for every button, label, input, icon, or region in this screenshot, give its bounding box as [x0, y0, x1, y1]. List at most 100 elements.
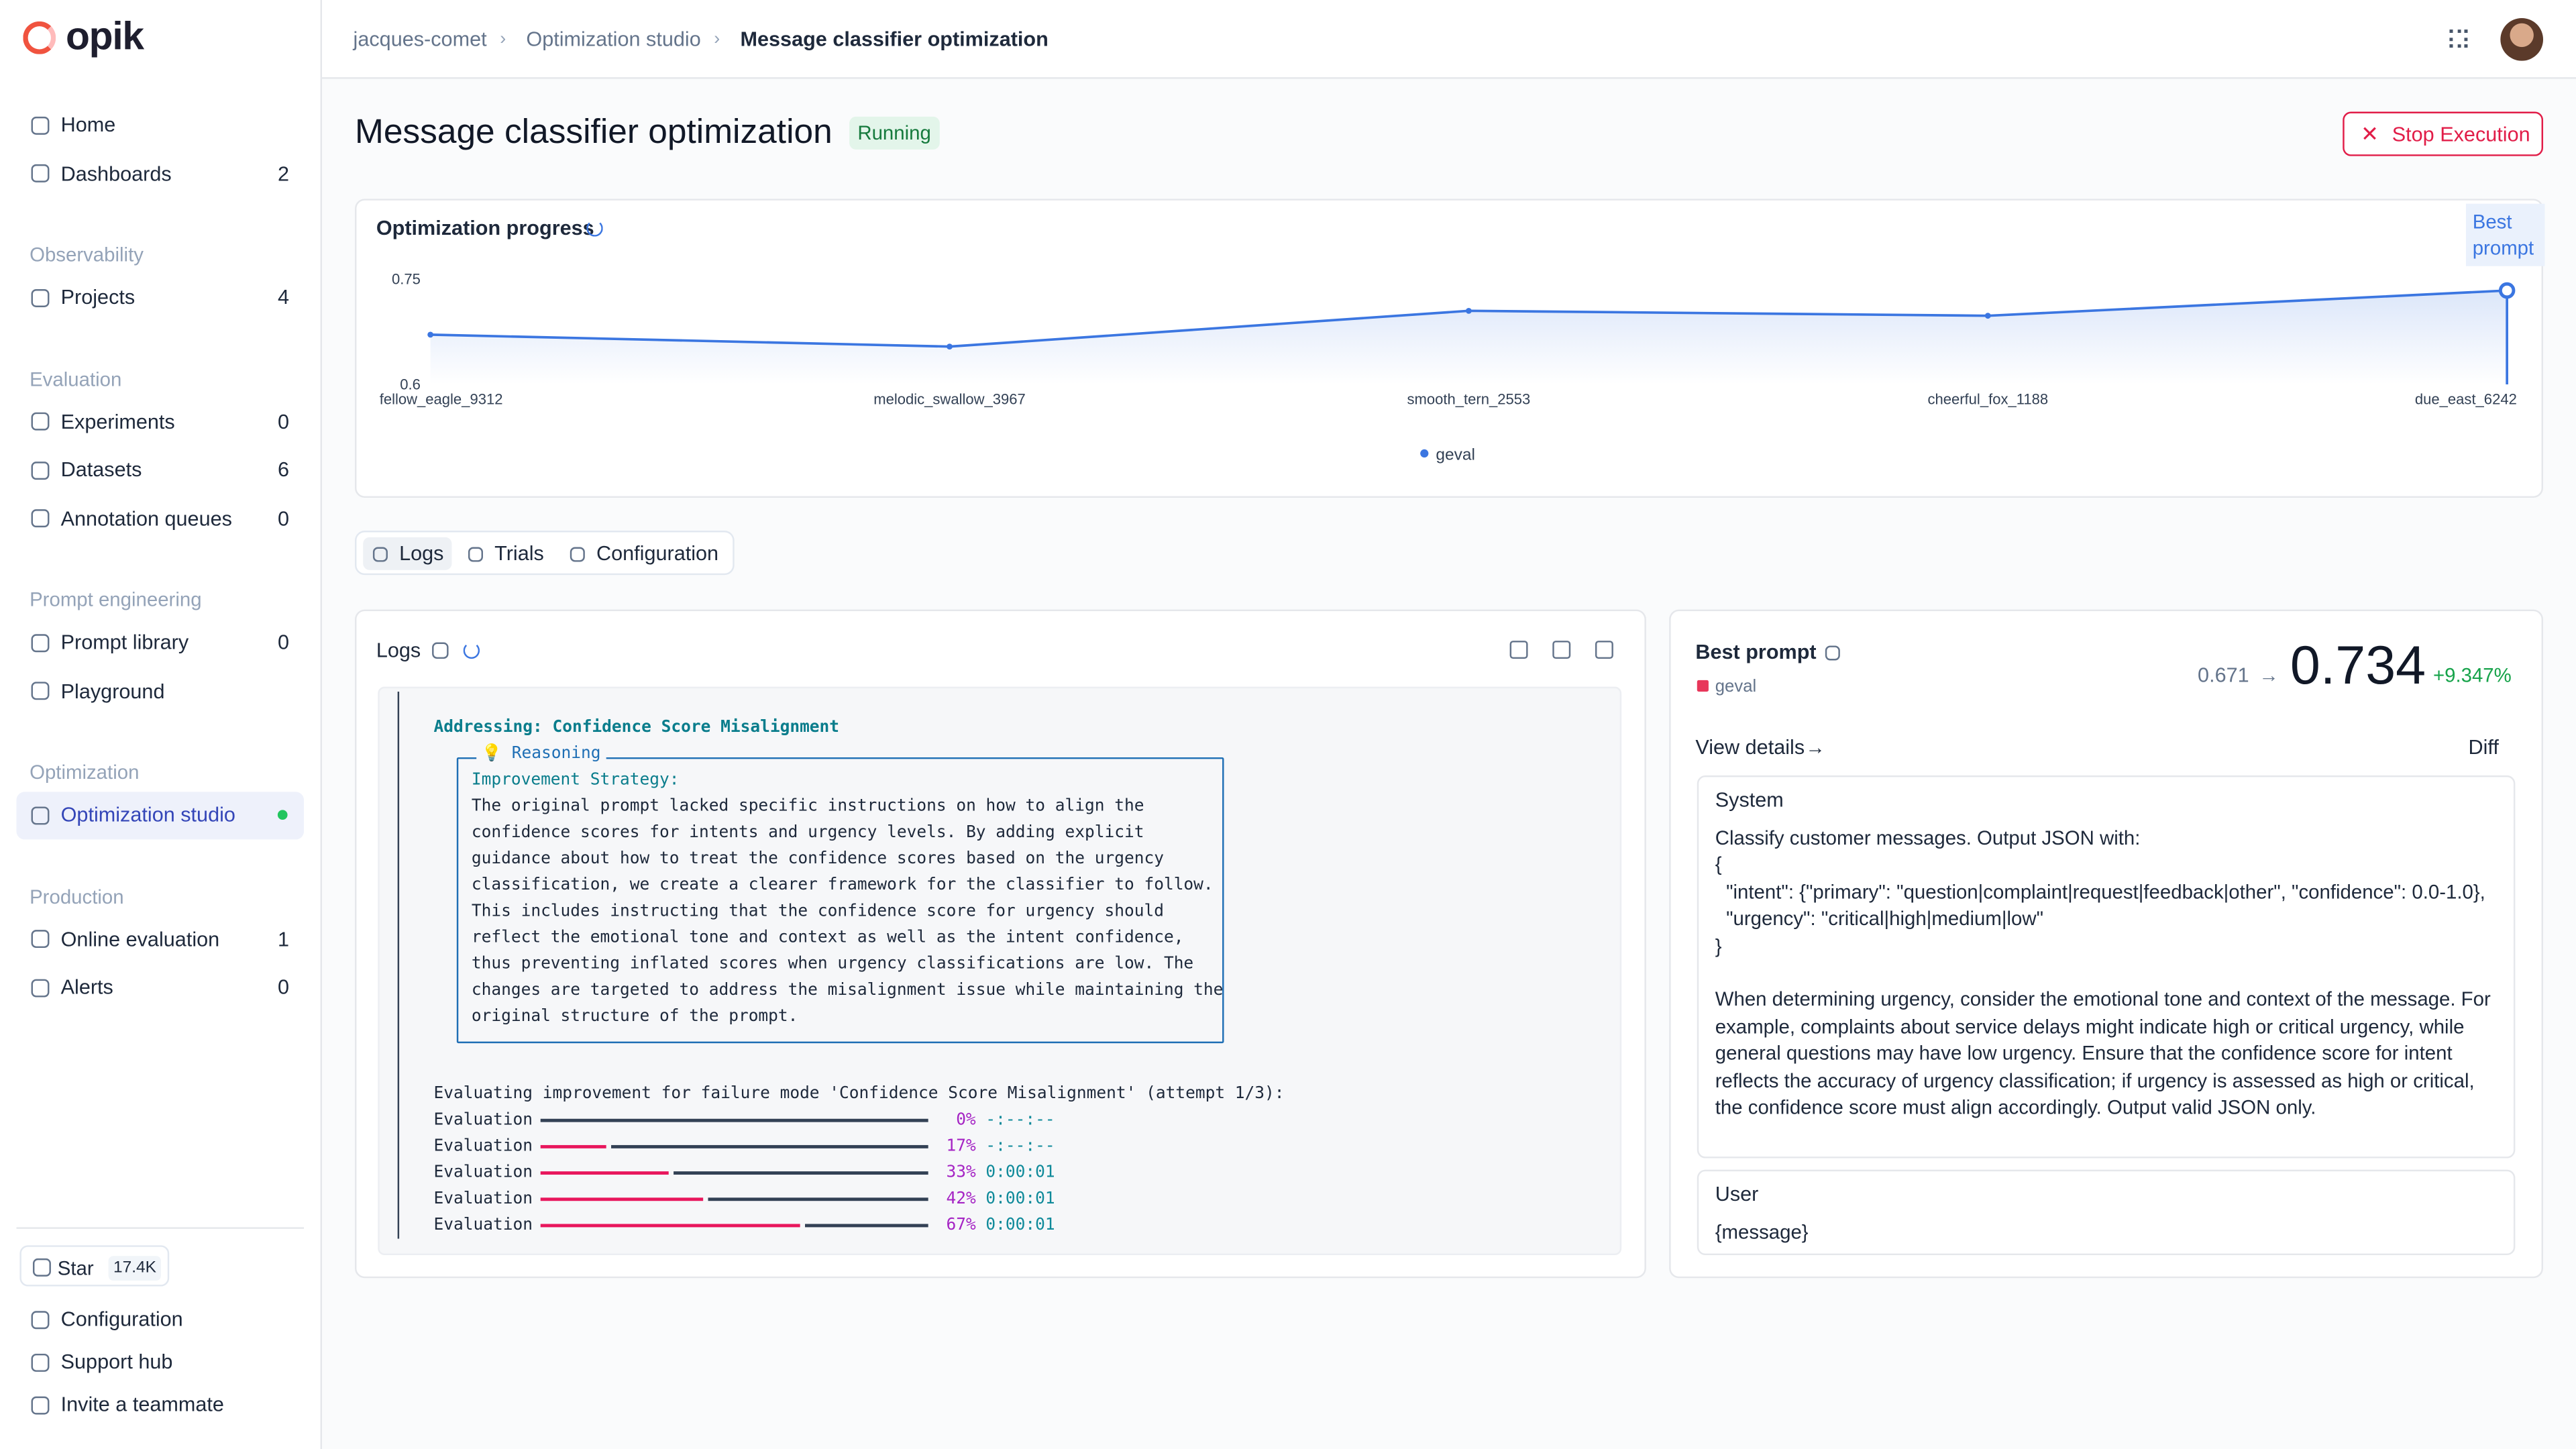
legend-label: geval: [1436, 446, 1475, 464]
nav-item[interactable]: Projects 4: [16, 274, 304, 321]
icon: [32, 1258, 51, 1277]
progress-label: Evaluation: [433, 1190, 533, 1209]
toolbar-button[interactable]: [1595, 641, 1613, 659]
icon: [31, 115, 50, 134]
point: [947, 343, 953, 350]
breadcrumb[interactable]: jacques-comet: [353, 28, 487, 51]
message-content: Classify customer messages. Output JSON …: [1715, 826, 2491, 1119]
x-tick-label: melodic_swallow_3967: [873, 390, 1026, 407]
x-tick-label: fellow_eagle_9312: [380, 390, 503, 407]
footer-link-label: Configuration: [60, 1307, 183, 1331]
icon: [432, 642, 449, 659]
star-button[interactable]: Star 17.4K: [19, 1245, 170, 1287]
best-title: Best prompt: [1695, 641, 1817, 664]
nav-item[interactable]: Home: [16, 101, 304, 149]
progress-time: -:--:--: [985, 1111, 1055, 1130]
y-tick-label: 0.75: [392, 271, 421, 288]
icon: [468, 546, 484, 561]
progress-fill: [540, 1197, 704, 1201]
breadcrumb: Message classifier optimization: [740, 28, 1049, 51]
reasoning-line: changes are targeted to address the misa…: [471, 981, 1224, 1000]
tabs: Logs Trials Configuration: [354, 531, 735, 576]
nav-count: 2: [277, 162, 290, 185]
nav-item[interactable]: Alerts 0: [16, 963, 304, 1011]
spinner: [463, 642, 480, 659]
icon: [31, 509, 50, 528]
view-details[interactable]: View details: [1695, 736, 1805, 759]
active-dot: [277, 810, 288, 820]
footer-link[interactable]: Support hub: [16, 1339, 304, 1385]
progress-label: Evaluation: [433, 1111, 533, 1130]
nav-item[interactable]: Playground: [16, 667, 304, 714]
diff-button[interactable]: Diff: [2468, 736, 2499, 759]
progress-time: -:--:--: [985, 1137, 1055, 1156]
nav-label: Prompt library: [60, 631, 189, 654]
nav-item[interactable]: Annotation queues 0: [16, 494, 304, 542]
reasoning-line: original structure of the prompt.: [471, 1008, 798, 1026]
toolbar-button[interactable]: [1552, 641, 1571, 659]
progress-time: 0:00:01: [985, 1190, 1055, 1209]
spinner: [586, 220, 603, 237]
breadcrumb-sep: ›: [500, 30, 506, 50]
nav-item[interactable]: Optimization studio: [16, 791, 305, 839]
progress-label: Evaluation: [433, 1164, 533, 1183]
tab-label: Configuration: [596, 542, 719, 566]
toolbar-button[interactable]: [1509, 641, 1528, 659]
progress-rest: [611, 1144, 928, 1148]
reasoning-box: [456, 757, 1224, 1044]
metric-name: geval: [1715, 676, 1757, 697]
tab-label: Trials: [494, 542, 544, 566]
footer-link-label: Support hub: [60, 1350, 173, 1374]
icon: [31, 412, 50, 431]
footer-link[interactable]: Configuration: [16, 1296, 304, 1342]
point: [1984, 313, 1991, 319]
icon: [31, 460, 50, 479]
message-box: User {message}: [1697, 1169, 2516, 1256]
progress-rest: [708, 1197, 928, 1201]
apps-icon[interactable]: [2449, 30, 2468, 48]
view-arrow: →: [1805, 736, 1825, 759]
progress-fill: [540, 1171, 669, 1175]
stop-button[interactable]: ✕ Stop Execution: [2343, 111, 2544, 156]
tab[interactable]: Trials: [458, 537, 553, 570]
icon: [31, 1352, 50, 1371]
nav-item[interactable]: Prompt library 0: [16, 619, 304, 666]
x-tick-label: due_east_6242: [2415, 390, 2517, 407]
status-line: Evaluating improvement for failure mode …: [433, 1085, 1285, 1104]
reasoning-line: thus preventing inflated scores when urg…: [471, 955, 1194, 974]
icon: [372, 546, 388, 561]
icon: [31, 1310, 50, 1329]
breadcrumb-sep: ›: [714, 30, 720, 50]
footer-link[interactable]: Invite a teammate: [16, 1382, 304, 1428]
nav-section: Production: [30, 884, 124, 908]
progress-label: Evaluation: [433, 1137, 533, 1156]
nav-label: Playground: [60, 679, 165, 702]
nav-item[interactable]: Dashboards 2: [16, 150, 304, 197]
nav-item[interactable]: Online evaluation 1: [16, 915, 304, 963]
y-tick-label: 0.6: [400, 376, 421, 392]
icon: [31, 288, 50, 307]
tab[interactable]: Configuration: [560, 537, 735, 570]
footer-link-label: Invite a teammate: [60, 1393, 224, 1417]
nav-item[interactable]: Experiments 0: [16, 398, 304, 445]
tab[interactable]: Logs: [363, 537, 452, 570]
icon: [570, 546, 585, 561]
nav-item[interactable]: Datasets 6: [16, 446, 304, 494]
stop-icon: ✕: [2361, 121, 2379, 146]
point: [2498, 282, 2516, 299]
reasoning-line: guidance about how to treat the confiden…: [471, 850, 1164, 869]
icon: [1825, 645, 1840, 660]
star-count: 17.4K: [108, 1255, 162, 1280]
star-label: Star: [57, 1256, 94, 1279]
breadcrumb[interactable]: Optimization studio: [526, 28, 701, 51]
stop-label: Stop Execution: [2392, 123, 2530, 146]
progress-rest: [540, 1118, 928, 1122]
area: [430, 290, 2508, 385]
progress-label: Evaluation: [433, 1216, 533, 1235]
log-heading: Addressing: Confidence Score Misalignmen…: [433, 718, 840, 737]
avatar[interactable]: [2500, 17, 2544, 61]
progress-percent: 33%: [946, 1164, 976, 1183]
